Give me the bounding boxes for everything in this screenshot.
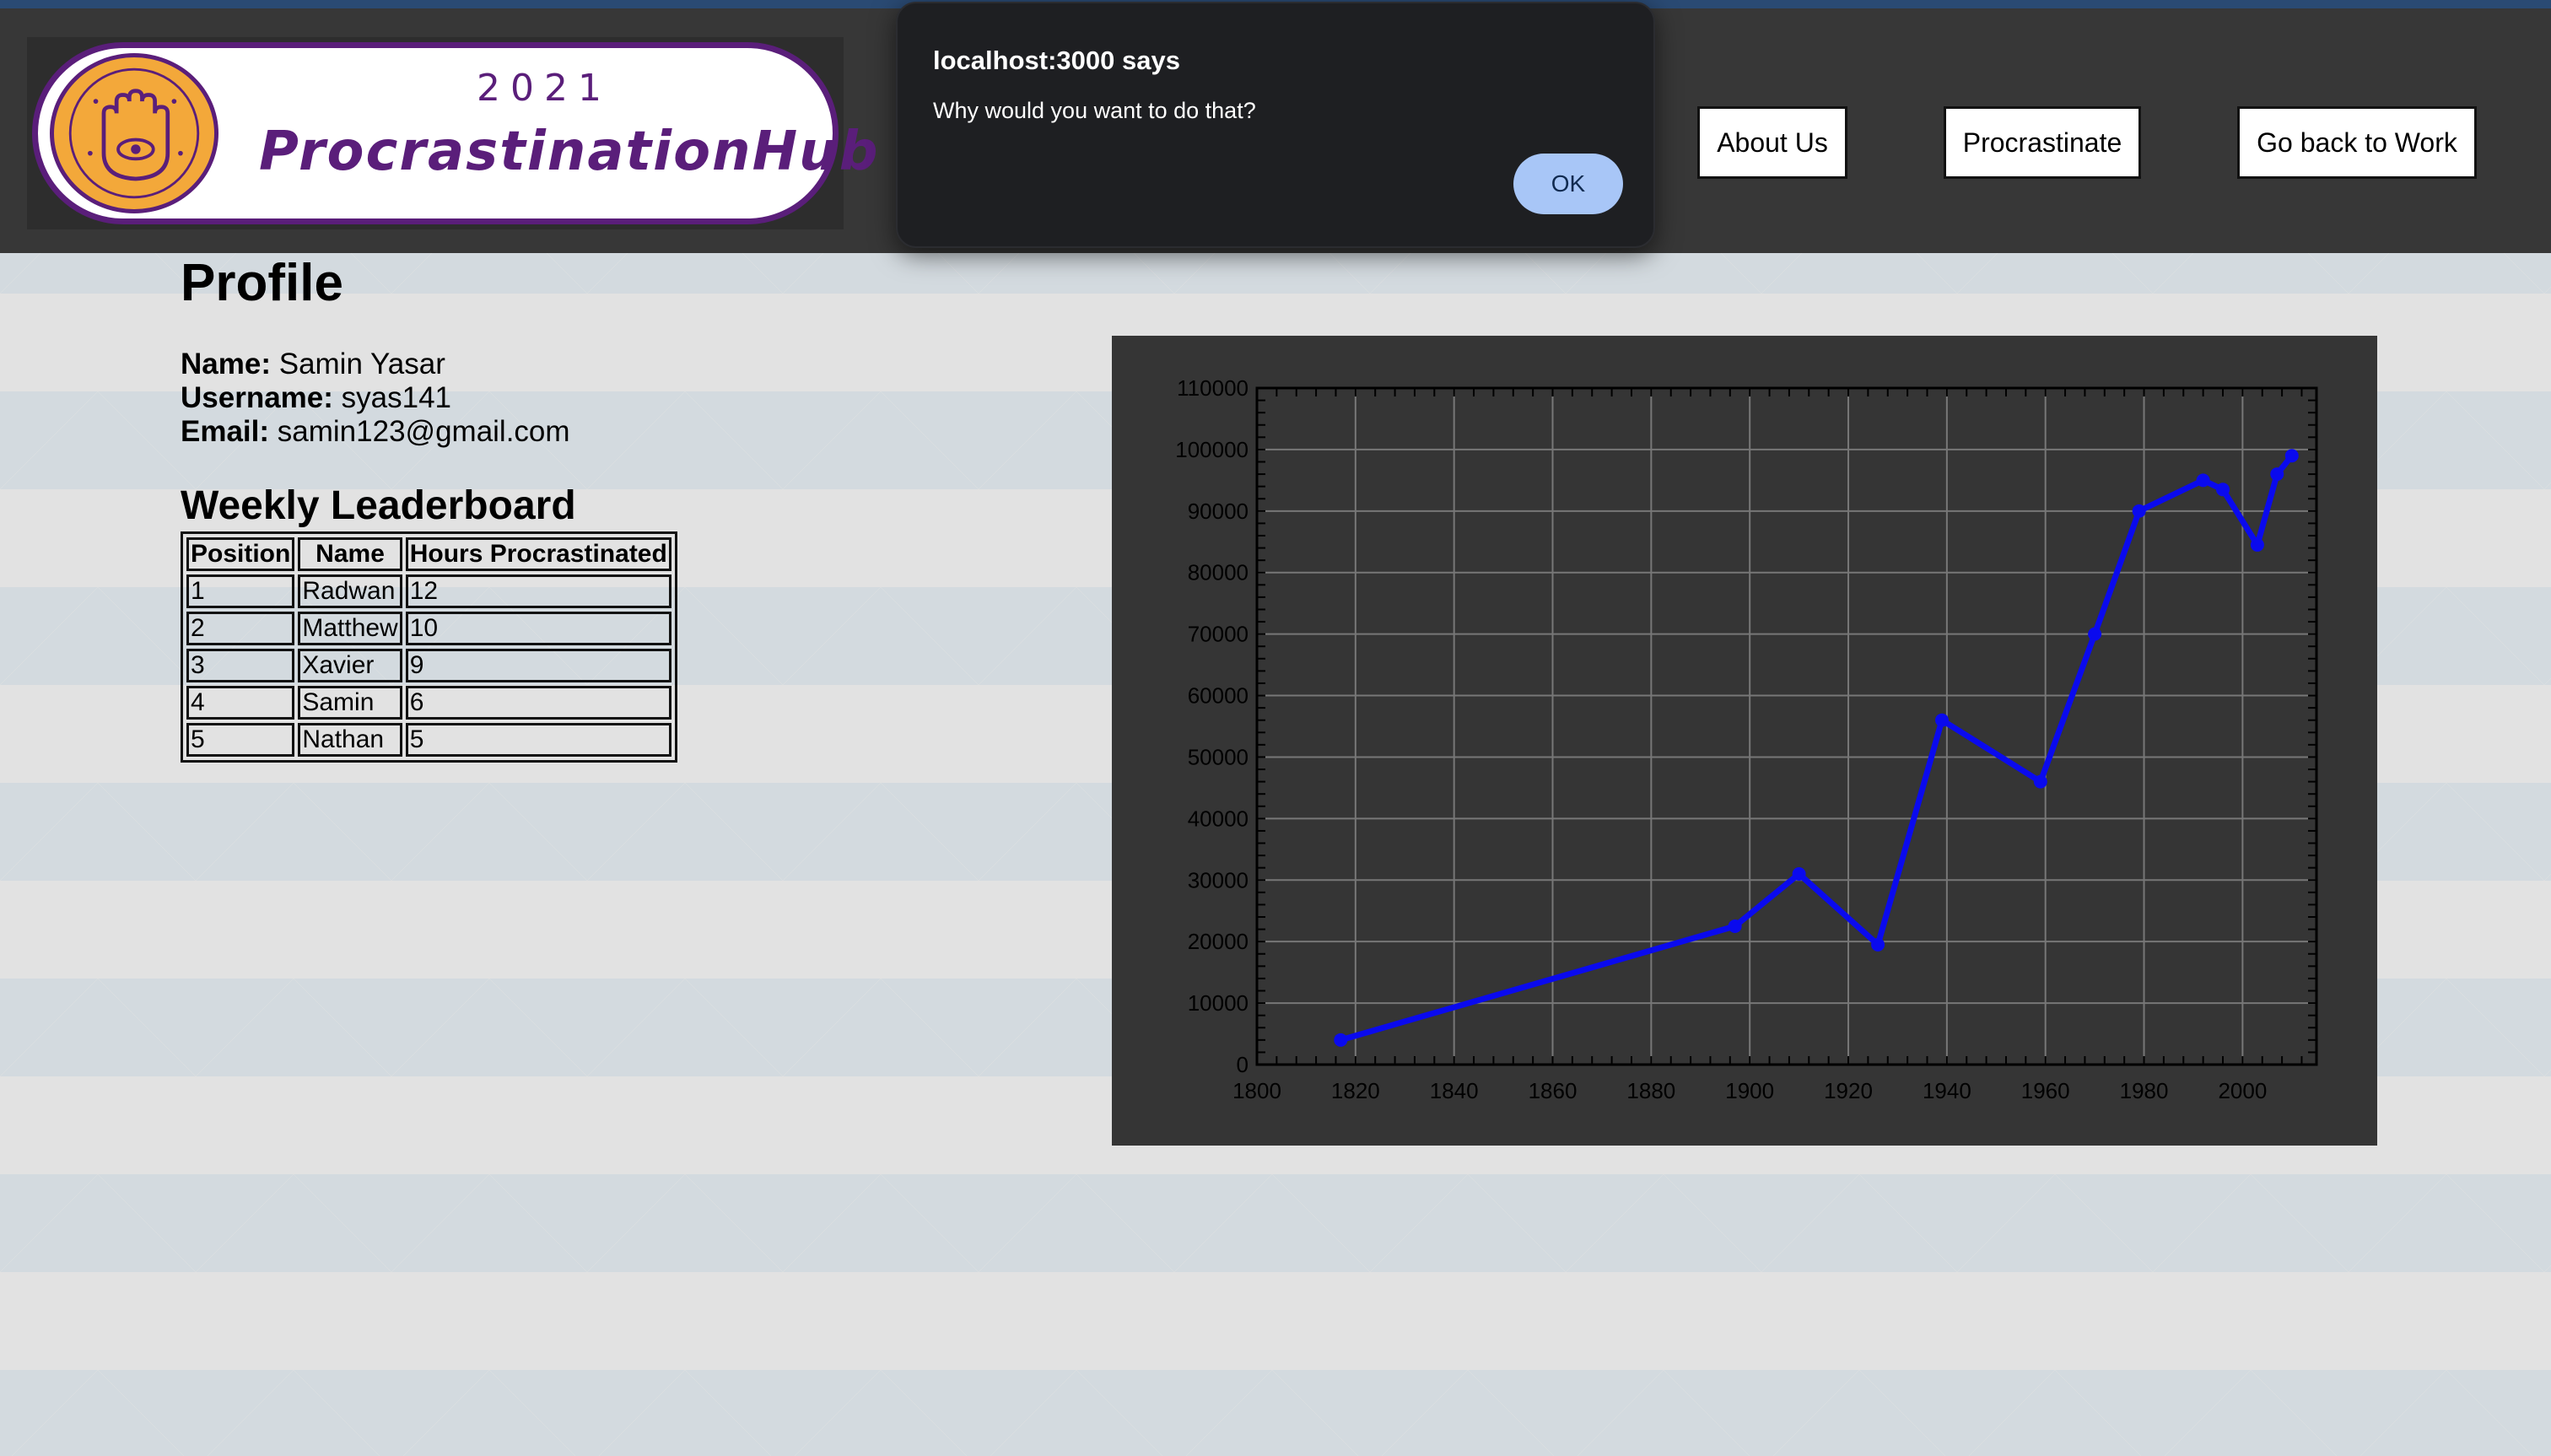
table-cell: Radwan (298, 574, 402, 608)
data-point (1792, 866, 1806, 881)
column-header: Position (186, 537, 295, 571)
y-tick-label: 70000 (1188, 622, 1249, 647)
chart-panel: 1800 1820 1840 1860 1880 1900 1920 1940 1960 1980… (1112, 336, 2377, 1146)
table-cell: Nathan (298, 723, 402, 757)
table-row: 2 Matthew 10 (186, 612, 671, 645)
data-point (2033, 774, 2047, 789)
dialog-ok-button[interactable]: OK (1513, 154, 1623, 214)
table-cell: 6 (405, 686, 671, 720)
data-point (2088, 627, 2102, 641)
y-tick-label: 10000 (1188, 990, 1249, 1016)
profile-username-row: Username: syas141 (181, 381, 451, 415)
nav-procrastinate-button[interactable]: Procrastinate (1944, 106, 2141, 179)
logo-year: 2021 (477, 67, 612, 110)
column-header: Name (298, 537, 402, 571)
y-tick-label: 20000 (1188, 929, 1249, 954)
username-value: syas141 (341, 381, 452, 414)
dialog-message: Why would you want to do that? (933, 98, 1256, 123)
table-header-row: Position Name Hours Procrastinated (186, 537, 671, 571)
x-tick-label: 1820 (1331, 1078, 1380, 1103)
y-tick-label: 40000 (1188, 806, 1249, 831)
y-tick-label: 50000 (1188, 744, 1249, 769)
table-cell: 1 (186, 574, 295, 608)
data-point (1935, 713, 1950, 727)
nav-about-us-button[interactable]: About Us (1697, 106, 1847, 179)
table-cell: Matthew (298, 612, 402, 645)
username-label: Username: (181, 381, 333, 414)
y-tick-label: 90000 (1188, 499, 1249, 524)
table-cell: 5 (405, 723, 671, 757)
table-row: 4 Samin 6 (186, 686, 671, 720)
x-tick-label: 1860 (1529, 1078, 1578, 1103)
y-tick-label: 30000 (1188, 867, 1249, 892)
data-point (1871, 937, 1885, 952)
leaderboard-table: Position Name Hours Procrastinated 1 Rad… (181, 531, 677, 763)
logo-name: ProcrastinationHub (259, 121, 880, 183)
table-row: 3 Xavier 9 (186, 649, 671, 682)
page-title: Profile (181, 254, 343, 312)
logo-pill: 2021 ProcrastinationHub (32, 42, 878, 224)
hamsa-hand-icon (50, 53, 218, 213)
dialog-title: localhost:3000 says (933, 46, 1180, 75)
y-tick-label: 0 (1237, 1052, 1249, 1077)
series-line (1340, 454, 2295, 1043)
profile-email-row: Email: samin123@gmail.com (181, 415, 570, 449)
data-point (2196, 473, 2210, 488)
x-tick-label: 1920 (1824, 1078, 1873, 1103)
name-value: Samin Yasar (278, 348, 445, 380)
profile-name-row: Name: Samin Yasar (181, 348, 445, 381)
alert-dialog: localhost:3000 says Why would you want t… (896, 2, 1655, 248)
logo[interactable]: 2021 ProcrastinationHub (27, 37, 878, 229)
table-cell: 3 (186, 649, 295, 682)
plot-frame (1255, 386, 2318, 1066)
table-cell: 5 (186, 723, 295, 757)
x-tick-label: 1980 (2120, 1078, 2169, 1103)
x-tick-label: 1800 (1232, 1078, 1281, 1103)
data-point (2250, 537, 2264, 552)
table-cell: Xavier (298, 649, 402, 682)
table-row: 1 Radwan 12 (186, 574, 671, 608)
x-tick-label: 1880 (1626, 1078, 1675, 1103)
table-cell: Samin (298, 686, 402, 720)
line-chart: 1800 1820 1840 1860 1880 1900 1920 1940 1960 1980… (1175, 375, 2318, 1103)
y-tick-label: 60000 (1188, 683, 1249, 709)
y-tick-label: 110000 (1177, 375, 1249, 401)
table-cell: 12 (405, 574, 671, 608)
data-point (1728, 919, 1742, 933)
table-cell: 4 (186, 686, 295, 720)
email-label: Email: (181, 415, 270, 448)
table-cell: 10 (405, 612, 671, 645)
data-point (1334, 1033, 1348, 1047)
leaderboard-title: Weekly Leaderboard (181, 483, 576, 528)
table-row: 5 Nathan 5 (186, 723, 671, 757)
table-cell: 2 (186, 612, 295, 645)
data-point (2270, 467, 2284, 482)
x-tick-label: 1960 (2021, 1078, 2070, 1103)
data-point (2284, 449, 2299, 463)
table-cell: 9 (405, 649, 671, 682)
x-tick-label: 2000 (2218, 1078, 2267, 1103)
x-tick-label: 1900 (1725, 1078, 1774, 1103)
x-tick-label: 1840 (1430, 1078, 1479, 1103)
data-point (2216, 483, 2230, 497)
email-value: samin123@gmail.com (277, 415, 570, 448)
column-header: Hours Procrastinated (405, 537, 671, 571)
nav-go-back-to-work-button[interactable]: Go back to Work (2237, 106, 2477, 179)
y-tick-label: 100000 (1175, 437, 1249, 462)
name-label: Name: (181, 348, 271, 380)
x-tick-label: 1940 (1923, 1078, 1971, 1103)
y-tick-label: 80000 (1188, 560, 1249, 585)
data-point (2132, 504, 2146, 518)
